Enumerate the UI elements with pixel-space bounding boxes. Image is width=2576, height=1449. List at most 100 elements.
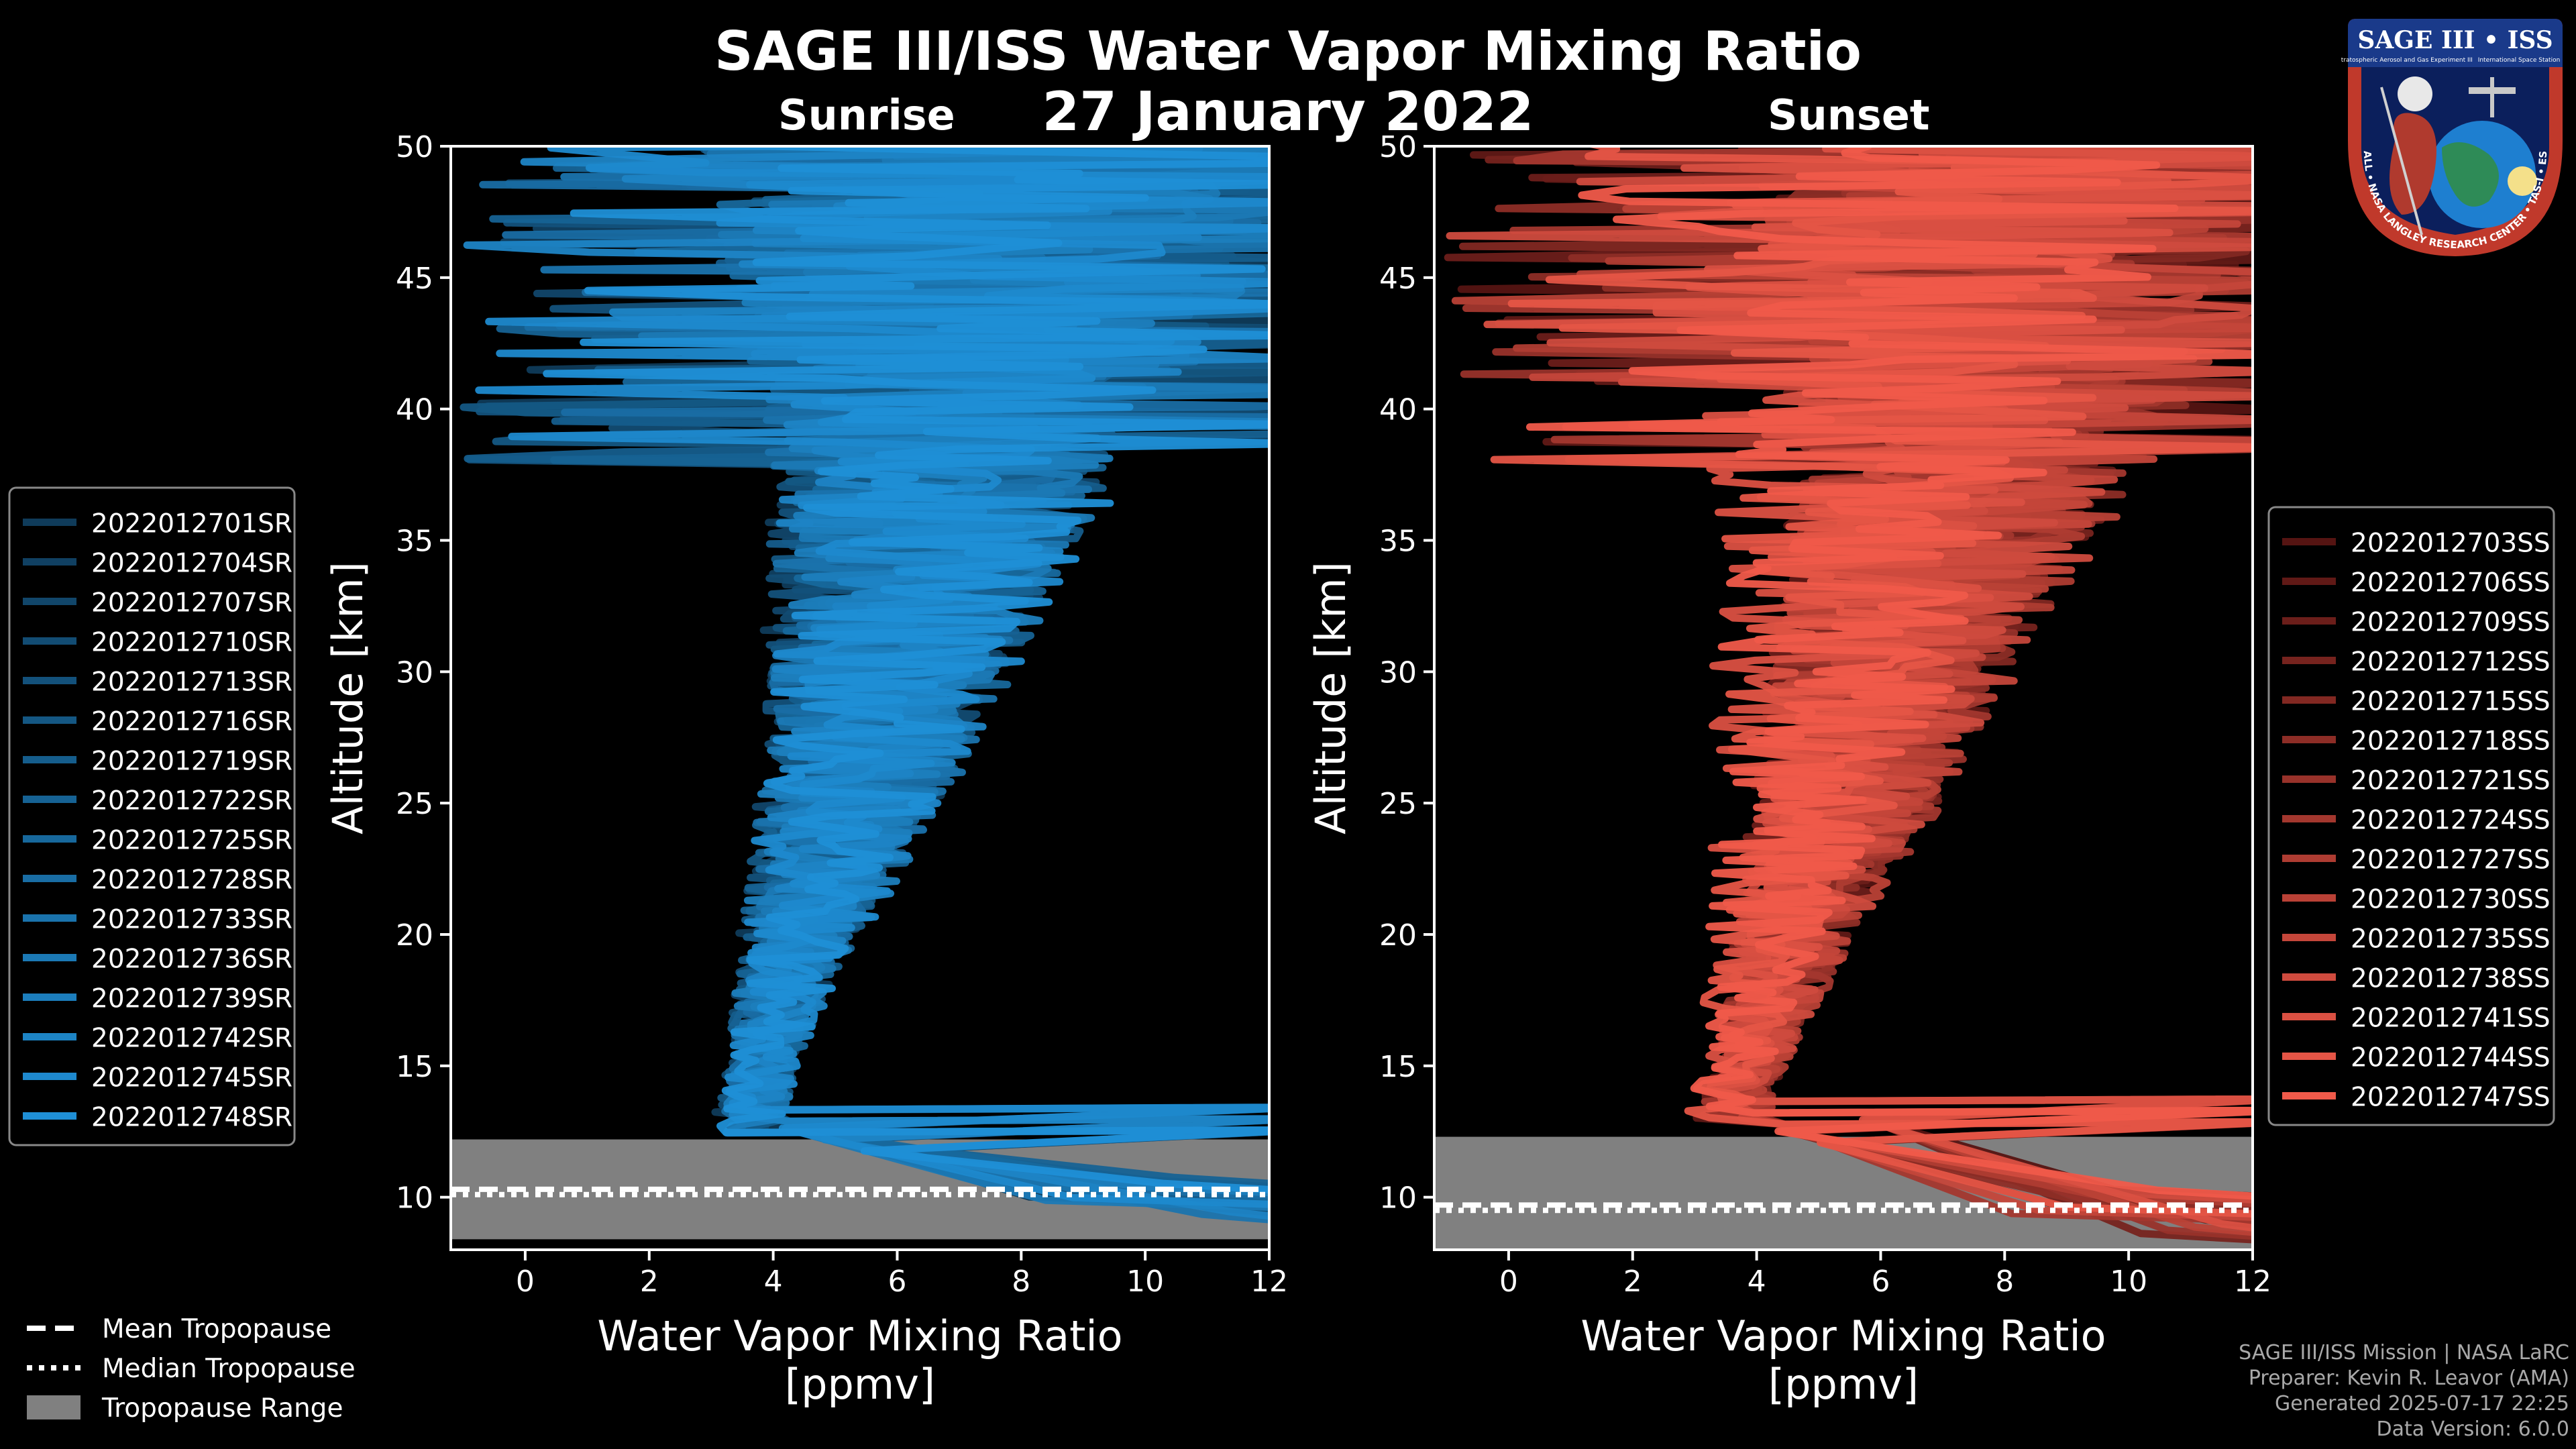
y-tick-label: 25 (1379, 787, 1417, 821)
sunrise-legend: 2022012701SR 2022012704SR 2022012707SR 2022… (8, 486, 296, 1146)
legend-label: 2022012722SR (91, 786, 292, 816)
legend-label: 2022012727SS (2351, 845, 2551, 875)
legend-label: 2022012742SR (91, 1024, 292, 1054)
tropopause-legend-label: Mean Tropopause (102, 1314, 331, 1344)
y-tick-label: 40 (396, 393, 433, 427)
chart-date: 27 January 2022 (1042, 80, 1534, 143)
x-tick-label: 0 (516, 1265, 535, 1299)
y-tick-label: 40 (1379, 393, 1417, 427)
legend-label: 2022012709SS (2351, 608, 2551, 638)
chart-title: SAGE III/ISS Water Vapor Mixing Ratio (714, 20, 1862, 83)
tropopause-legend-swatch (27, 1395, 80, 1419)
tropopause-legend-label: Median Tropopause (102, 1354, 356, 1384)
y-tick-label: 10 (1379, 1181, 1417, 1216)
legend-label: 2022012716SR (91, 707, 292, 737)
legend-label: 2022012715SS (2351, 687, 2551, 717)
legend-box (2267, 506, 2555, 1126)
legend-label: 2022012719SR (91, 747, 292, 777)
x-axis-units: [ppmv] (785, 1360, 935, 1409)
x-tick-label: 8 (1995, 1265, 2014, 1299)
legend-label: 2022012707SR (91, 588, 292, 619)
tropopause-legend: Mean Tropopause Median Tropopause Tropopau… (27, 1314, 356, 1424)
y-tick-label: 50 (1379, 130, 1417, 164)
legend-label: 2022012725SR (91, 826, 292, 856)
x-axis-label: Water Vapor Mixing Ratio (597, 1311, 1122, 1360)
legend-label: 2022012744SS (2351, 1043, 2551, 1073)
legend-label: 2022012738SS (2351, 964, 2551, 994)
legend-label: 2022012706SS (2351, 568, 2551, 598)
plot-frame (1433, 145, 2254, 1251)
x-tick-label: 2 (1623, 1265, 1642, 1299)
legend-label: 2022012712SS (2351, 647, 2551, 678)
x-tick-label: 6 (1871, 1265, 1890, 1299)
legend-label: 2022012739SR (91, 984, 292, 1014)
legend-label: 2022012713SR (91, 667, 292, 698)
x-axis-units: [ppmv] (1768, 1360, 1919, 1409)
y-tick-label: 35 (396, 525, 433, 559)
y-tick-label: 30 (1379, 655, 1417, 690)
y-tick-label: 35 (1379, 525, 1417, 559)
legend-label: 2022012710SR (91, 628, 292, 658)
badge-sub-right: International Space Station (2478, 57, 2561, 64)
profile-lines (1444, 146, 2253, 1244)
x-axis-label: Water Vapor Mixing Ratio (1580, 1311, 2106, 1360)
credits-mission: SAGE III/ISS Mission | NASA LaRC (2239, 1341, 2569, 1364)
y-axis-label: Altitude [km] (1306, 561, 1355, 835)
profile-lines (460, 146, 1269, 1224)
legend-label: 2022012748SR (91, 1103, 292, 1133)
x-tick-label: 8 (1012, 1265, 1030, 1299)
series-line (543, 146, 1269, 1193)
legend-label: 2022012736SR (91, 945, 292, 975)
legend-label: 2022012733SR (91, 905, 292, 935)
legend-label: 2022012721SS (2351, 766, 2551, 796)
plot-frame (449, 145, 1271, 1251)
badge-sub-left: Stratospheric Aerosol and Gas Experiment… (2341, 57, 2473, 64)
credits-preparer: Preparer: Kevin R. Leavor (AMA) (2248, 1366, 2569, 1390)
y-tick-label: 25 (396, 787, 433, 821)
sunset-legend: 2022012703SS 2022012706SS 2022012709SS 2022… (2267, 506, 2555, 1126)
x-tick-label: 2 (640, 1265, 659, 1299)
y-tick-label: 10 (396, 1181, 433, 1216)
x-tick-label: 0 (1499, 1265, 1518, 1299)
x-tick-label: 4 (764, 1265, 783, 1299)
credits-block: SAGE III/ISS Mission | NASA LaRC Prepare… (2239, 1340, 2569, 1442)
legend-label: 2022012728SR (91, 865, 292, 896)
y-tick-label: 45 (1379, 262, 1417, 296)
badge-top-text: SAGE III • ISS (2357, 26, 2553, 54)
x-tick-label: 6 (888, 1265, 906, 1299)
legend-label: 2022012741SS (2351, 1004, 2551, 1034)
credits-generated: Generated 2025-07-17 22:25 (2274, 1392, 2569, 1415)
series-line (1525, 146, 2253, 1200)
legend-label: 2022012703SS (2351, 529, 2551, 559)
y-tick-label: 20 (396, 918, 433, 953)
legend-label: 2022012735SS (2351, 924, 2551, 955)
y-tick-label: 45 (396, 262, 433, 296)
x-tick-label: 10 (1126, 1265, 1164, 1299)
legend-label: 2022012724SS (2351, 806, 2551, 836)
tropopause-legend-label: Tropopause Range (101, 1393, 343, 1424)
sage-mission-badge-icon: SAGE III • ISS Stratospheric Aerosol and… (2341, 13, 2563, 256)
legend-label: 2022012747SS (2351, 1083, 2551, 1113)
y-tick-label: 30 (396, 655, 433, 690)
x-tick-label: 12 (2234, 1265, 2271, 1299)
legend-label: 2022012701SR (91, 509, 292, 539)
x-tick-label: 4 (1748, 1265, 1766, 1299)
legend-box (8, 486, 296, 1146)
y-tick-label: 15 (396, 1050, 433, 1084)
y-axis-label: Altitude [km] (323, 561, 372, 835)
x-tick-label: 10 (2110, 1265, 2147, 1299)
sunrise-panel: 0 2 4 6 8 10 12 10 15 20 25 30 35 40 45 50 Water Vapor M… (323, 130, 1288, 1409)
x-tick-label: 12 (1250, 1265, 1288, 1299)
legend-label: 2022012730SS (2351, 885, 2551, 915)
sunset-panel-title: Sunset (1768, 91, 1930, 140)
credits-version: Data Version: 6.0.0 (2376, 1417, 2569, 1441)
legend-label: 2022012745SR (91, 1063, 292, 1093)
y-tick-label: 50 (396, 130, 433, 164)
y-tick-label: 15 (1379, 1050, 1417, 1084)
y-tick-label: 20 (1379, 918, 1417, 953)
legend-label: 2022012704SR (91, 549, 292, 579)
sunrise-panel-title: Sunrise (778, 91, 955, 140)
sunset-panel: 0 2 4 6 8 10 12 10 15 20 25 30 35 40 45 50 Water Vapor M… (1306, 130, 2271, 1409)
legend-label: 2022012718SS (2351, 727, 2551, 757)
